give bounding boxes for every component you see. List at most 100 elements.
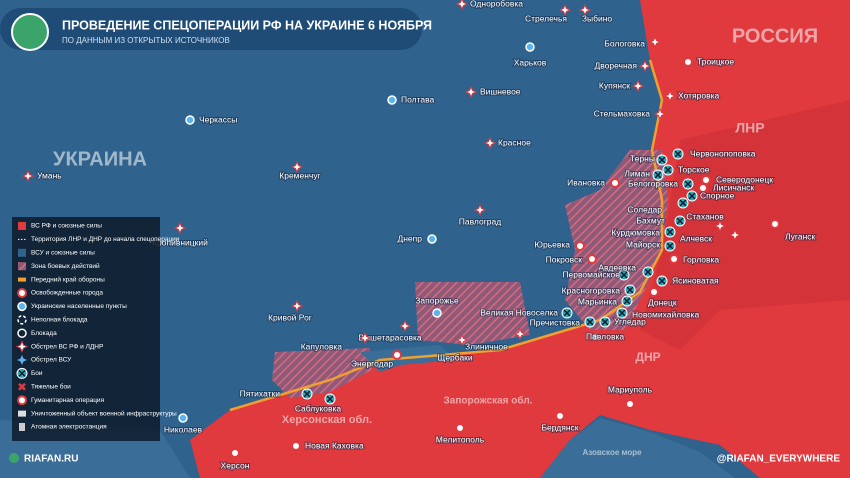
shelling-marker [513, 327, 527, 341]
logo [11, 13, 49, 51]
ukrainian-city [178, 413, 188, 423]
azov-sea [540, 418, 735, 478]
liberated-city [649, 287, 659, 297]
front-line [229, 59, 664, 412]
legend-swatch [17, 328, 27, 338]
combat-zone [415, 282, 530, 345]
city-label: Вышетарасовка [358, 332, 422, 342]
city-label: Павловка [586, 331, 624, 341]
shelling-marker [15, 340, 29, 353]
battle-cross [684, 180, 692, 188]
shelling-marker [631, 79, 645, 93]
city-label: Запорожье [415, 295, 459, 305]
shelling-marker [558, 3, 572, 17]
city-label: Мариуполь [608, 384, 653, 394]
legend-label: Освобожденные города [31, 289, 103, 297]
footer-icon [9, 453, 19, 463]
city-label: Бахмут [636, 215, 665, 225]
liberated-city [587, 254, 597, 264]
city-label: Курдюмовка [611, 227, 660, 237]
city-label: Луганск [785, 231, 816, 241]
legend-label: Тяжелые бои [31, 383, 71, 391]
legend-label: Обстрел ВС РФ и ЛДНР [31, 342, 103, 350]
shelling-marker [173, 221, 187, 235]
battle-cross [676, 217, 684, 225]
city-label: Злиничное [465, 341, 508, 351]
liberated-city [392, 350, 402, 360]
ukrainian-city [387, 95, 397, 105]
battle-cross [688, 192, 696, 200]
city-label: Павлоград [459, 216, 501, 226]
legend-box [12, 217, 160, 441]
city-label: Кропивницкий [152, 237, 208, 247]
battle-cross [601, 318, 609, 326]
city-label: Юрьевка [534, 239, 570, 249]
shelling-marker [358, 331, 372, 345]
shelling-marker [728, 228, 742, 242]
legend-swatch [18, 222, 26, 230]
battle-cross [618, 309, 626, 317]
shelling-marker [663, 89, 677, 103]
combat-zone [272, 348, 372, 398]
city-label: Дворечная [594, 60, 637, 70]
shelling-marker [648, 35, 662, 49]
city-label: Новомихайловка [632, 309, 699, 319]
city-label: Красногоровка [562, 285, 621, 295]
city-label: Донецк [648, 297, 677, 307]
shelling-marker [578, 3, 592, 17]
battle-cross [620, 271, 628, 279]
city-label: Первомайское [562, 269, 620, 279]
liberated-city [701, 175, 711, 185]
legend-swatch [17, 315, 27, 325]
city-label: Алчевск [680, 233, 712, 243]
battle-cross [679, 199, 687, 207]
city-label: Хотяровка [678, 90, 719, 100]
liberated-city [555, 411, 565, 421]
footer-site: RIAFAN.RU [24, 454, 78, 465]
city-label: Черкассы [199, 114, 237, 124]
city-label: Марьинка [578, 296, 617, 306]
city-label: Бердянск [541, 422, 578, 432]
legend-label: ВС РФ и союзные силы [31, 223, 102, 230]
battle-cross [18, 369, 26, 377]
city-label: Харьков [514, 57, 547, 67]
city-label: Авдеевка [598, 262, 636, 272]
legend-label: Неполная блокада [31, 316, 88, 324]
city-label: Соледар [627, 204, 662, 214]
liberated-city [17, 288, 27, 298]
city-label: Саблуковка [295, 403, 342, 413]
city-label: Полтава [401, 94, 435, 104]
battle-cross [666, 228, 674, 236]
city-label: Троицкое [697, 56, 734, 66]
legend-swatch [18, 410, 26, 417]
city-label: Горловка [683, 254, 719, 264]
shelling-marker [290, 299, 304, 313]
ukrainian-city [17, 301, 27, 312]
legend-label: Бои [31, 370, 43, 377]
city-label: Ясиноватая [672, 275, 719, 285]
city-label: Червонопоповка [690, 148, 756, 158]
city-label: Зыбино [582, 13, 613, 23]
subtitle: ПО ДАННЫМ ИЗ ОТКРЫТЫХ ИСТОЧНИКОВ [62, 36, 230, 45]
legend-swatch [17, 355, 27, 365]
city-label: Умань [37, 170, 62, 180]
battle-cross [563, 309, 571, 317]
russian-controlled-area [190, 0, 850, 478]
city-label: Кривой Рог [268, 312, 312, 322]
battle-cross [623, 297, 631, 305]
legend-swatch [18, 277, 26, 282]
city-label: Пятихатки [240, 388, 281, 398]
city-label: Кременчуг [279, 170, 320, 180]
liberated-city [455, 423, 465, 433]
battle-cross [658, 277, 666, 285]
battle-cross [654, 171, 662, 179]
legend-label: Уничтоженный объект военной инфраструкту… [31, 409, 177, 417]
city-label: Спорное [700, 190, 735, 200]
city-label: Северодонецк [716, 174, 773, 184]
liberated-city [575, 241, 585, 251]
shelling-marker [638, 59, 652, 73]
liberated-city [770, 219, 780, 229]
header-bar [0, 8, 422, 50]
liberated-city [590, 332, 600, 342]
city-label: Терны [630, 153, 655, 163]
